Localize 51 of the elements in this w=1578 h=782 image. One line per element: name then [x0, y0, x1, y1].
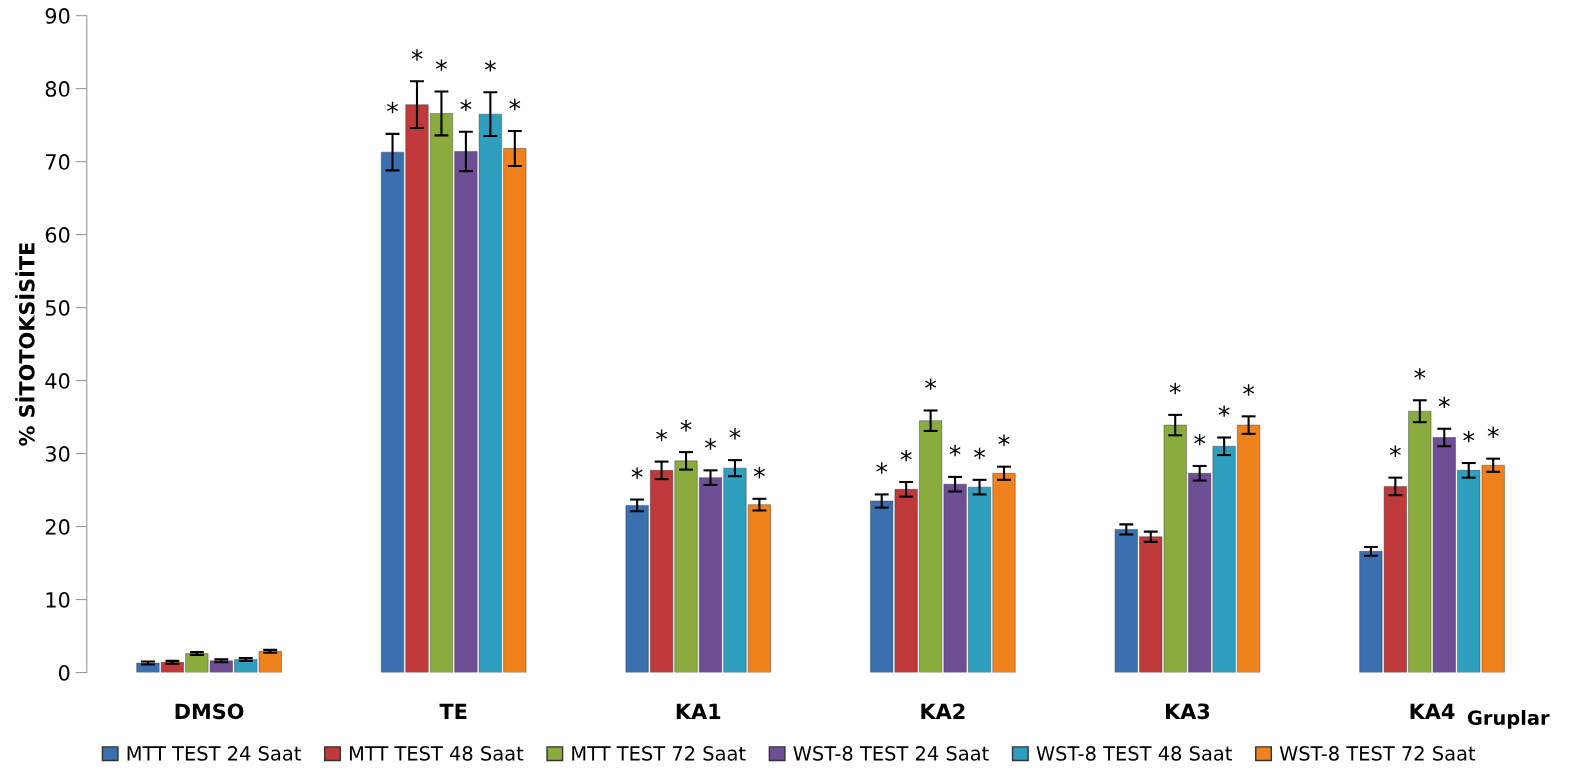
y-tick-label: 0: [58, 664, 70, 681]
data-label: *: [900, 449, 912, 462]
data-label: *: [1463, 430, 1475, 443]
x-tick-label: TE: [439, 703, 467, 719]
legend-label: WST-8 TEST 48 Saat: [1036, 746, 1232, 761]
y-tick-label: 10: [46, 591, 70, 608]
data-label: *: [1438, 396, 1450, 409]
data-label: *: [974, 447, 986, 460]
y-tick-label: 70: [46, 154, 70, 170]
data-label: *: [411, 49, 423, 61]
x-tick-label: KA1: [676, 703, 721, 719]
data-label: *: [949, 444, 961, 457]
y-tick-label: 50: [45, 300, 70, 316]
y-tick-label: 30: [45, 446, 70, 462]
y-tick-label: 80: [45, 81, 70, 97]
data-label: *: [387, 101, 399, 114]
data-label: *: [484, 60, 496, 72]
data-label: *: [1194, 433, 1206, 446]
y-tick-label: 40: [45, 373, 70, 389]
data-label: *: [1243, 384, 1255, 396]
data-label: *: [876, 462, 888, 474]
y-tick-label: 90: [45, 8, 70, 24]
data-label: *: [704, 438, 716, 450]
y-axis-title: % SİTOTOKSİSİTE: [15, 243, 35, 446]
y-tick-label: 60: [45, 227, 70, 243]
legend-label: WST-8 TEST 24 Saat: [793, 746, 989, 761]
x-tick-label: KA2: [921, 703, 965, 719]
data-label: *: [925, 378, 937, 390]
data-label: *: [509, 98, 521, 111]
x-axis-title: Gruplar: [1467, 710, 1550, 729]
data-label: *: [680, 420, 692, 432]
data-label: *: [631, 467, 643, 479]
data-label: *: [1218, 405, 1230, 417]
x-tick-label: DMSO: [175, 703, 244, 720]
legend-label: MTT TEST 48 Saat: [349, 746, 524, 761]
x-tick-label: KA4: [1410, 703, 1455, 719]
data-label: *: [460, 99, 472, 111]
legend-label: MTT TEST 72 Saat: [572, 746, 746, 761]
data-label: *: [656, 429, 668, 441]
data-label: *: [1487, 426, 1499, 438]
x-tick-label: KA3: [1165, 703, 1210, 720]
data-label: *: [1389, 445, 1401, 457]
data-label: *: [1169, 382, 1181, 395]
y-tick-label: 20: [45, 519, 70, 535]
legend-label: WST-8 TEST 72 Saat: [1279, 746, 1476, 761]
data-label: *: [729, 428, 741, 440]
data-label: *: [435, 59, 447, 71]
data-label: *: [998, 434, 1010, 447]
legend-label: MTT TEST 24 Saat: [127, 746, 301, 761]
data-label: *: [1414, 368, 1426, 380]
data-label: *: [753, 466, 765, 479]
